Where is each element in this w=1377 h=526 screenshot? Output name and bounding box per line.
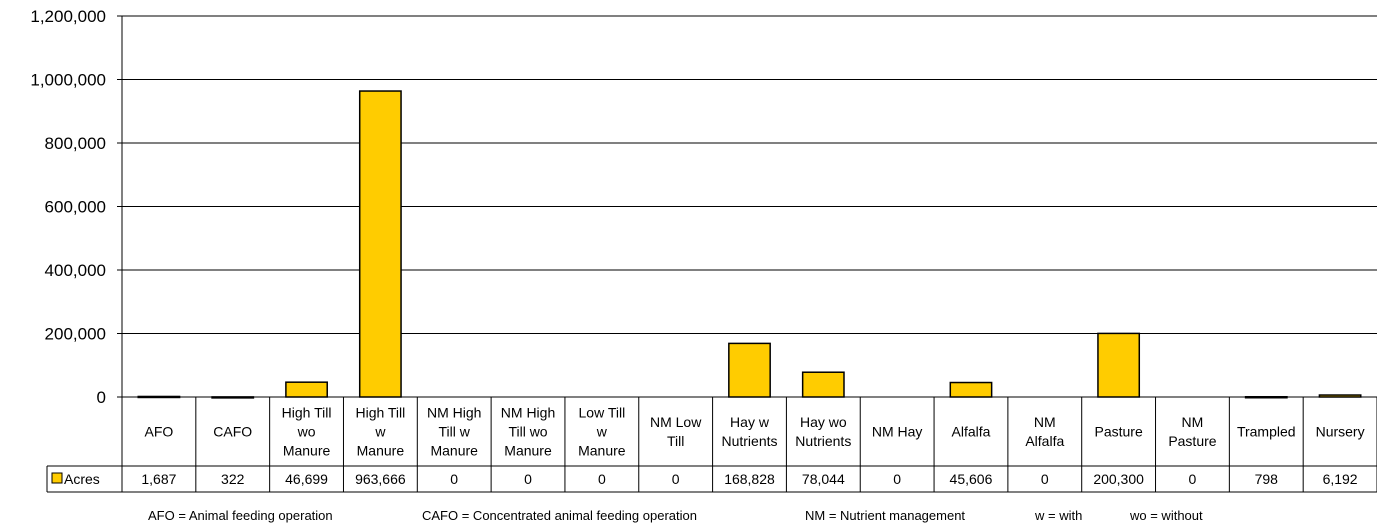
category-label: Trampled bbox=[1237, 424, 1296, 440]
category-label: NM Alfalfa bbox=[1025, 414, 1064, 449]
footnote-w: w = with bbox=[1034, 508, 1082, 523]
legend-swatch bbox=[51, 472, 63, 484]
category-label: High Till w Manure bbox=[355, 405, 405, 459]
category-label: Hay w Nutrients bbox=[721, 414, 777, 449]
bar bbox=[949, 381, 993, 398]
category-label: Nursery bbox=[1316, 424, 1365, 440]
data-label: 0 bbox=[1189, 471, 1197, 487]
data-table: AFO CAFO High Till wo Manure High Till w Manure… bbox=[46, 396, 1377, 493]
y-tick-label: 1,000,000 bbox=[30, 71, 106, 90]
data-label: 798 bbox=[1255, 471, 1279, 487]
footnote-wo: wo = without bbox=[1129, 508, 1203, 523]
y-tick-label: 1,200,000 bbox=[30, 7, 106, 26]
bar bbox=[728, 342, 771, 398]
category-label: AFO bbox=[145, 424, 174, 440]
data-label: 963,666 bbox=[355, 471, 406, 487]
data-label: 0 bbox=[1041, 471, 1049, 487]
category-label: NM Pasture bbox=[1168, 414, 1216, 449]
footnote-nm: NM = Nutrient management bbox=[805, 508, 965, 523]
category-label: Low Till w Manure bbox=[578, 405, 626, 459]
category-label: High Till wo Manure bbox=[282, 405, 332, 459]
footnote-cafo: CAFO = Concentrated animal feeding opera… bbox=[422, 508, 697, 523]
y-tick-label: 400,000 bbox=[45, 261, 106, 280]
data-label: 0 bbox=[450, 471, 458, 487]
y-tick-label: 200,000 bbox=[45, 325, 106, 344]
data-label: 200,300 bbox=[1093, 471, 1144, 487]
bar bbox=[358, 90, 402, 398]
bar bbox=[1097, 332, 1141, 398]
category-label: Alfalfa bbox=[952, 424, 991, 440]
bar bbox=[801, 371, 845, 398]
footnote: AFO = Animal feeding operation CAFO = Co… bbox=[148, 508, 1203, 523]
category-label: Hay wo Nutrients bbox=[795, 414, 851, 449]
data-label: 45,606 bbox=[950, 471, 993, 487]
y-axis: 0 200,000 400,000 600,000 800,000 1,000,000 1,… bbox=[30, 7, 123, 407]
data-label: 6,192 bbox=[1323, 471, 1358, 487]
bars bbox=[137, 90, 1362, 399]
category-label: Pasture bbox=[1094, 424, 1142, 440]
data-label: 0 bbox=[598, 471, 606, 487]
category-label: NM High Till wo Manure bbox=[501, 405, 555, 459]
category-label: NM High Till w Manure bbox=[427, 405, 481, 459]
data-label: 78,044 bbox=[802, 471, 845, 487]
category-label: CAFO bbox=[213, 424, 252, 440]
legend-label: Acres bbox=[64, 471, 100, 487]
data-label: 0 bbox=[672, 471, 680, 487]
y-tick-label: 800,000 bbox=[45, 134, 106, 153]
data-label: 0 bbox=[893, 471, 901, 487]
y-tick-label: 600,000 bbox=[45, 198, 106, 217]
data-label: 1,687 bbox=[141, 471, 176, 487]
data-label: 322 bbox=[221, 471, 245, 487]
footnote-afo: AFO = Animal feeding operation bbox=[148, 508, 333, 523]
data-label: 168,828 bbox=[724, 471, 775, 487]
y-tick-label: 0 bbox=[97, 388, 106, 407]
bar bbox=[285, 381, 328, 398]
category-label: NM Hay bbox=[872, 424, 923, 440]
category-label: NM Low Till bbox=[650, 414, 702, 449]
data-label: 46,699 bbox=[285, 471, 328, 487]
data-label: 0 bbox=[524, 471, 532, 487]
gridlines bbox=[122, 15, 1377, 334]
